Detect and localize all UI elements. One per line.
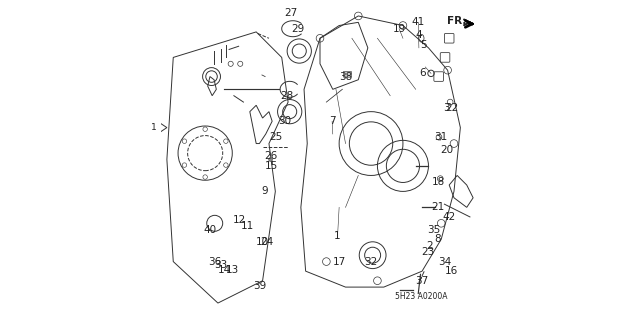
- Text: 11: 11: [241, 221, 254, 232]
- Text: 3: 3: [443, 103, 449, 114]
- Text: 22: 22: [445, 103, 458, 114]
- Text: 37: 37: [415, 276, 429, 286]
- Text: 25: 25: [269, 132, 283, 142]
- Text: FR.: FR.: [447, 16, 466, 26]
- Text: 33: 33: [214, 260, 228, 270]
- Text: 9: 9: [262, 186, 268, 197]
- FancyBboxPatch shape: [343, 71, 351, 77]
- Text: 14: 14: [218, 264, 231, 275]
- Text: 12: 12: [233, 215, 246, 225]
- Text: 16: 16: [445, 266, 458, 276]
- Text: 6: 6: [419, 68, 426, 78]
- Text: 28: 28: [280, 91, 294, 101]
- Text: 23: 23: [421, 247, 435, 257]
- Text: 36: 36: [208, 256, 221, 267]
- Text: 26: 26: [264, 151, 278, 161]
- Text: 8: 8: [434, 234, 441, 244]
- Text: 31: 31: [434, 132, 447, 142]
- Text: 19: 19: [392, 24, 406, 34]
- Text: 15: 15: [265, 161, 278, 171]
- Text: 29: 29: [292, 24, 305, 34]
- Text: 18: 18: [432, 177, 445, 187]
- Text: 32: 32: [364, 256, 378, 267]
- Circle shape: [269, 158, 273, 161]
- Text: 1: 1: [151, 123, 157, 132]
- Text: 10: 10: [256, 237, 269, 248]
- Text: 39: 39: [253, 280, 266, 291]
- Text: 35: 35: [428, 225, 441, 235]
- Text: 21: 21: [431, 202, 445, 212]
- Text: 13: 13: [226, 264, 239, 275]
- Text: 40: 40: [204, 225, 216, 235]
- Text: 5: 5: [420, 40, 428, 50]
- Text: 17: 17: [333, 256, 346, 267]
- Text: 4: 4: [415, 30, 422, 40]
- Text: 30: 30: [278, 116, 291, 126]
- Text: 2: 2: [427, 241, 433, 251]
- Text: 38: 38: [340, 71, 353, 82]
- Text: 1: 1: [334, 231, 341, 241]
- Text: 20: 20: [440, 145, 454, 155]
- Text: 41: 41: [412, 17, 424, 27]
- Text: 42: 42: [443, 212, 456, 222]
- Text: 5H23 A0200A: 5H23 A0200A: [395, 292, 447, 301]
- Text: 7: 7: [329, 116, 335, 126]
- Text: 27: 27: [284, 8, 297, 18]
- Text: 34: 34: [438, 256, 451, 267]
- Text: 24: 24: [260, 237, 273, 248]
